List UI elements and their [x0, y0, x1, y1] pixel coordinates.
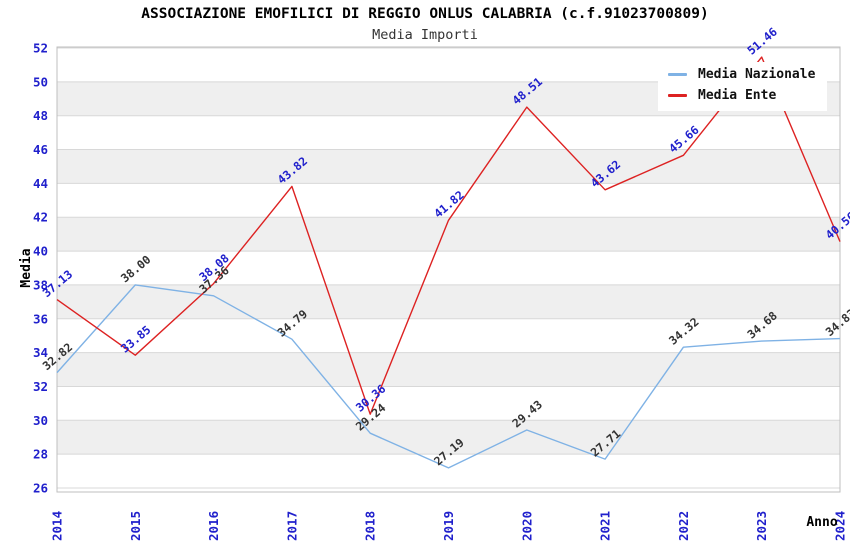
y-tick-label: 28	[33, 447, 48, 462]
plot-band	[57, 352, 840, 387]
y-tick-label: 44	[33, 176, 48, 191]
legend-item-media-nazionale: Media Nazionale	[668, 67, 815, 82]
y-tick-label: 26	[33, 481, 48, 496]
x-tick-label: 2017	[284, 511, 299, 541]
y-tick-label: 38	[33, 277, 48, 292]
series-line-media-nazionale	[56, 284, 841, 469]
x-tick-label: 2018	[363, 511, 378, 541]
plot-band	[57, 149, 840, 184]
plot-band	[57, 251, 840, 285]
legend-swatch-media-ente	[668, 94, 687, 97]
y-tick-label: 48	[33, 108, 48, 123]
legend-label-media-nazionale: Media Nazionale	[698, 67, 816, 82]
legend-label-media-ente: Media Ente	[698, 88, 777, 103]
y-tick-label: 36	[33, 311, 48, 326]
plot-band	[57, 217, 840, 252]
x-tick-label: 2023	[754, 511, 769, 541]
x-tick-label: 2024	[833, 511, 848, 541]
plot-band	[57, 115, 840, 150]
legend-swatch-media-nazionale	[668, 73, 687, 76]
plot-band	[57, 284, 840, 319]
chart-title: ASSOCIAZIONE EMOFILICI DI REGGIO ONLUS C…	[141, 6, 709, 22]
x-tick-label: 2016	[206, 511, 221, 541]
plot-band	[57, 386, 840, 421]
y-tick-label: 42	[33, 210, 48, 225]
plot-border	[56, 46, 841, 493]
y-tick-label: 52	[33, 41, 48, 56]
y-axis-title: Media	[19, 248, 34, 287]
x-tick-label: 2022	[676, 511, 691, 541]
chart-subtitle: Media Importi	[372, 27, 478, 43]
x-tick-label: 2020	[519, 511, 534, 541]
x-tick-label: 2019	[441, 511, 456, 541]
y-tick-label: 50	[33, 74, 48, 89]
x-tick-label: 2015	[128, 511, 143, 541]
y-tick-label: 32	[33, 379, 48, 394]
legend: Media Nazionale Media Ente	[658, 62, 828, 111]
y-tick-label: 30	[33, 413, 48, 428]
x-tick-label: 2021	[598, 511, 613, 541]
plot-band	[57, 183, 840, 218]
series-line-media-ente	[56, 56, 841, 415]
y-tick-label: 46	[33, 142, 48, 157]
plot-band	[57, 318, 840, 353]
x-tick-label: 2014	[50, 511, 65, 541]
y-tick-label: 34	[33, 345, 48, 360]
plot-band	[57, 454, 840, 488]
y-tick-label: 40	[33, 244, 48, 259]
legend-item-media-ente: Media Ente	[668, 88, 815, 103]
plot-band	[57, 420, 840, 455]
x-axis-title: Anno	[806, 515, 837, 530]
